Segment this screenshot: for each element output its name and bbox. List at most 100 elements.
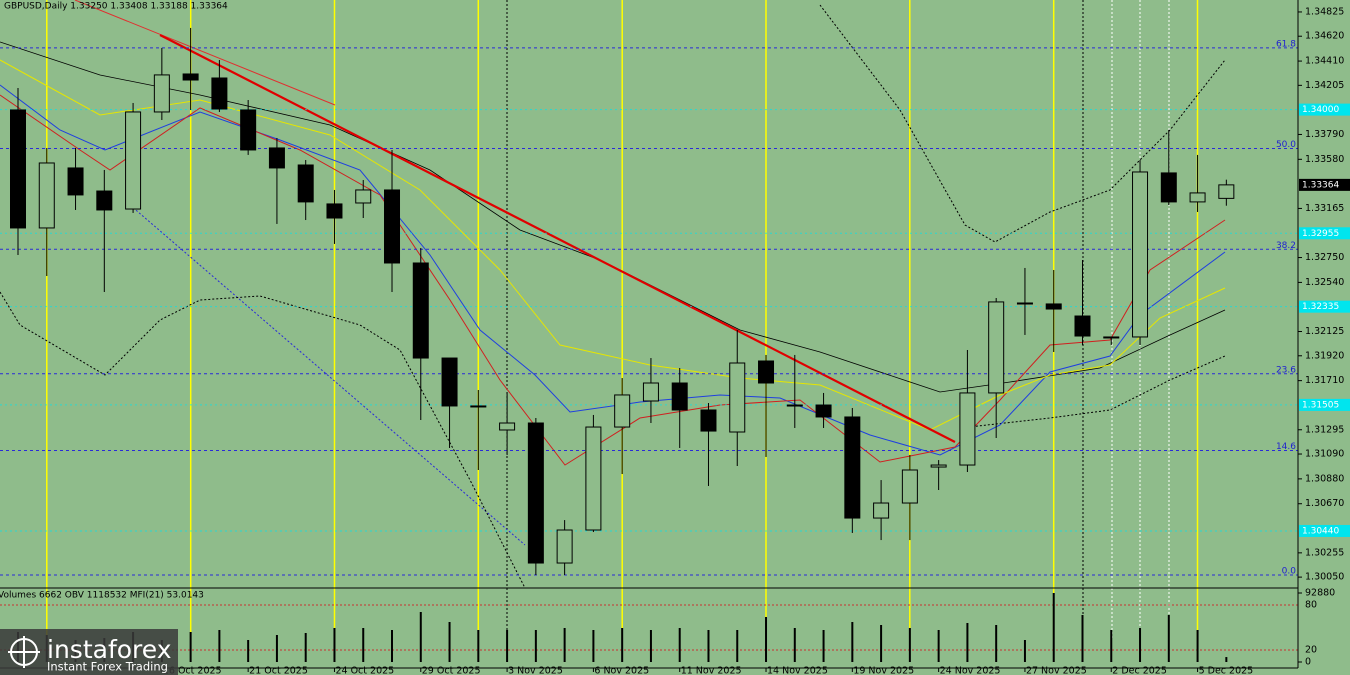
candle-body <box>959 392 976 466</box>
moving-average <box>0 59 1226 431</box>
level-label: 1.34000 <box>1302 105 1339 115</box>
candle-body <box>1189 192 1206 203</box>
y-tick-label: 1.33165 <box>1305 203 1344 214</box>
candle-body <box>988 301 1005 394</box>
level-label: 1.32955 <box>1302 229 1339 239</box>
candle-body <box>700 409 717 432</box>
x-tick-label: 2 Dec 2025 <box>1112 666 1167 675</box>
fib-label: 38.2 <box>1276 241 1296 251</box>
candle-body <box>873 502 890 519</box>
candle-body <box>67 167 84 196</box>
level-box <box>1299 300 1350 313</box>
envelope-line <box>959 355 1226 429</box>
candle-body <box>556 529 573 564</box>
candle-body <box>1132 171 1149 338</box>
envelope-line <box>819 4 1226 243</box>
x-tick-label: 27 Nov 2025 <box>1026 666 1087 675</box>
current-price-box <box>1299 178 1350 191</box>
x-tick-label: 11 Nov 2025 <box>681 666 742 675</box>
level-box <box>1299 398 1350 411</box>
candle-body <box>153 74 170 113</box>
y-tick-label: 1.32750 <box>1305 252 1344 263</box>
y-tick-label: 92880 <box>1305 588 1335 599</box>
level-box <box>1299 227 1350 240</box>
candle-body <box>441 357 458 407</box>
watermark-tagline: Instant Forex Trading <box>47 660 168 674</box>
level-label: 1.30440 <box>1302 526 1339 536</box>
candle-body <box>930 464 947 468</box>
candle-body <box>786 404 803 407</box>
candle-body <box>642 382 659 402</box>
y-tick-label: 1.34205 <box>1305 80 1344 91</box>
chart-title: GBPUSD,Daily 1.33250 1.33408 1.33188 1.3… <box>4 2 228 12</box>
moving-average <box>0 94 1226 466</box>
candle-body <box>268 147 285 169</box>
y-tick-label: 1.30050 <box>1305 572 1344 583</box>
candle-body <box>758 360 775 384</box>
fib-label: 23.6 <box>1276 365 1296 375</box>
candle-body <box>96 190 113 211</box>
y-tick-label: 0 <box>1305 657 1311 668</box>
moving-average <box>0 84 1226 456</box>
fib-label: 0.0 <box>1282 566 1297 576</box>
candle-body <box>1045 303 1062 310</box>
x-tick-label: 19 Nov 2025 <box>853 666 914 675</box>
y-tick-label: 1.31090 <box>1305 449 1344 460</box>
y-tick-label: 1.34410 <box>1305 56 1344 67</box>
y-tick-label: 1.34620 <box>1305 31 1344 42</box>
candle-body <box>38 162 55 229</box>
y-tick-label: 1.31710 <box>1305 375 1344 386</box>
candle-body <box>412 262 429 359</box>
x-tick-label: 29 Oct 2025 <box>422 666 481 675</box>
x-tick-label: 3 Nov 2025 <box>508 666 563 675</box>
y-tick-label: 1.31920 <box>1305 350 1344 361</box>
x-tick-label: 24 Oct 2025 <box>335 666 394 675</box>
level-label: 1.32335 <box>1302 302 1339 312</box>
y-tick-label: 1.33580 <box>1305 154 1344 165</box>
candle-body <box>10 109 26 229</box>
channel-line <box>129 204 526 546</box>
candle-body <box>297 164 314 203</box>
candle-body <box>355 189 372 204</box>
candle-body <box>671 382 688 411</box>
y-tick-label: 1.31295 <box>1305 424 1344 435</box>
candle-body <box>527 422 544 564</box>
fib-label: 61.8 <box>1276 39 1296 49</box>
watermark: instaforex Instant Forex Trading <box>0 629 178 675</box>
level-box <box>1299 103 1350 116</box>
level-label: 1.31505 <box>1302 400 1339 410</box>
y-tick-label: 1.33790 <box>1305 129 1344 140</box>
candle-body <box>470 405 487 408</box>
candle-body <box>1160 172 1177 203</box>
x-tick-label: 16 Oct 2025 <box>163 666 222 675</box>
candle-body <box>384 189 401 264</box>
candle-body <box>240 109 257 151</box>
candle-body <box>815 404 832 418</box>
y-tick-label: 1.30670 <box>1305 498 1344 509</box>
candle-body <box>125 111 142 210</box>
level-box <box>1299 524 1350 537</box>
y-tick-label: 1.32540 <box>1305 277 1344 288</box>
current-price-label: 1.33364 <box>1302 180 1339 190</box>
x-tick-label: 14 Nov 2025 <box>767 666 828 675</box>
candle-body <box>729 362 746 433</box>
volume-title: Volumes 6662 OBV 1118532 MFI(21) 53.0143 <box>0 591 204 601</box>
x-tick-label: 5 Dec 2025 <box>1199 666 1254 675</box>
y-tick-label: 1.30880 <box>1305 473 1344 484</box>
candle-body <box>1103 336 1120 339</box>
y-tick-label: 1.30255 <box>1305 547 1344 558</box>
trend-line <box>74 0 336 106</box>
y-tick-label: 1.34825 <box>1305 6 1344 17</box>
envelope-line <box>0 291 526 589</box>
candle-body <box>844 416 861 519</box>
fib-label: 14.6 <box>1276 442 1296 452</box>
watermark-name: instaforex <box>47 635 172 664</box>
candle-body <box>614 394 631 428</box>
watermark-icon <box>8 636 40 668</box>
fib-label: 50.0 <box>1276 140 1296 150</box>
candle-body <box>1218 184 1235 199</box>
candle-body <box>1016 302 1033 305</box>
candle-body <box>499 422 516 431</box>
